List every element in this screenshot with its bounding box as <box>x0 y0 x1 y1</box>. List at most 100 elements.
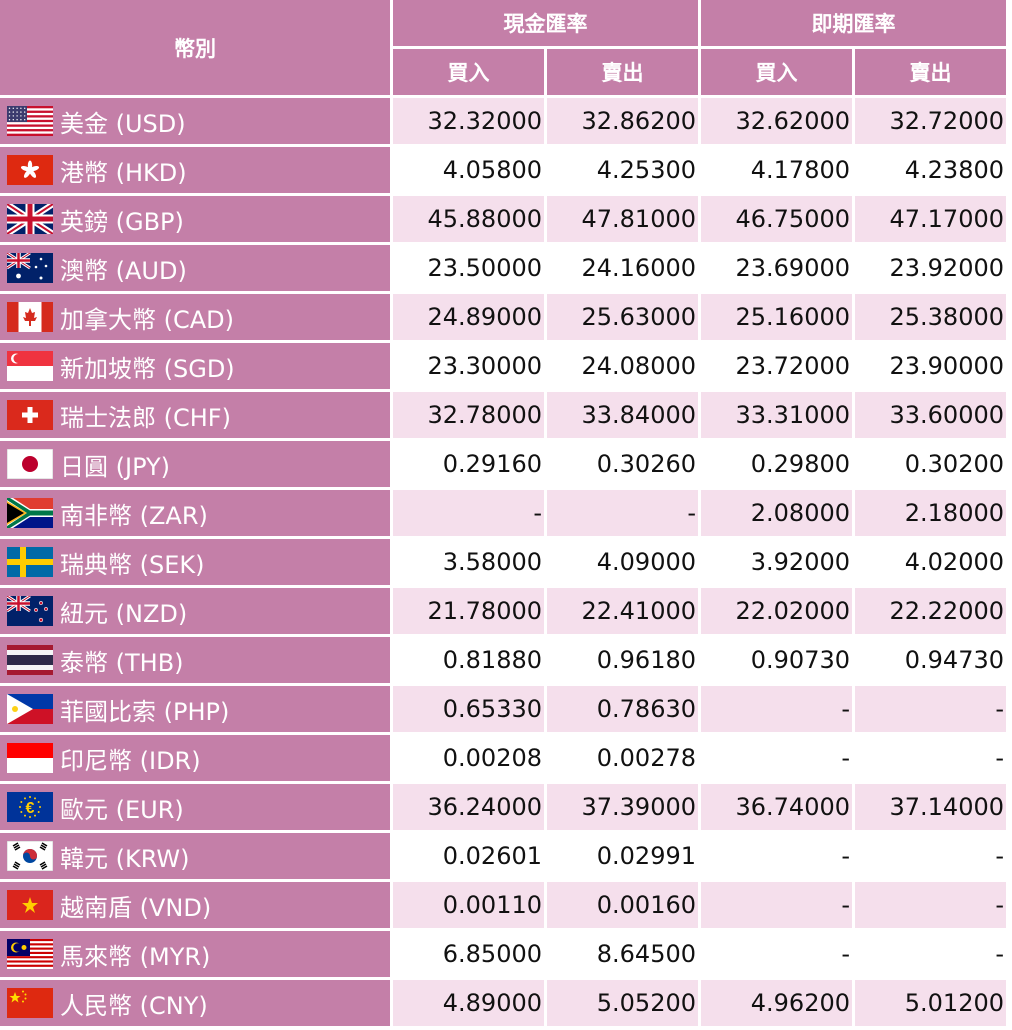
my-flag-icon <box>7 939 53 969</box>
gb-flag-icon <box>7 204 53 234</box>
cash-buy-cell: 23.50000 <box>393 245 544 291</box>
table-row: 新加坡幣 (SGD) 23.30000 24.08000 23.72000 23.900… <box>0 343 1006 389</box>
table-row: 英鎊 (GBP) 45.88000 47.81000 46.75000 47.17000 <box>0 196 1006 242</box>
spot-buy-cell: - <box>701 833 852 879</box>
cash-buy-header: 買入 <box>393 49 544 95</box>
currency-name: 泰幣 (THB) <box>60 648 184 677</box>
currency-name: 韓元 (KRW) <box>60 844 190 873</box>
currency-name: 澳幣 (AUD) <box>60 256 187 285</box>
currency-cell: 澳幣 (AUD) <box>0 245 390 291</box>
spot-rate-header: 即期匯率 <box>701 0 1006 46</box>
cash-buy-cell: 0.00110 <box>393 882 544 928</box>
currency-name: 港幣 (HKD) <box>60 158 187 187</box>
currency-cell: 加拿大幣 (CAD) <box>0 294 390 340</box>
spot-sell-cell: 0.30200 <box>855 441 1006 487</box>
currency-cell: 日圓 (JPY) <box>0 441 390 487</box>
ca-flag-icon <box>7 302 53 332</box>
cash-sell-cell: 47.81000 <box>547 196 698 242</box>
au-flag-icon <box>7 253 53 283</box>
table-row: 瑞士法郎 (CHF) 32.78000 33.84000 33.31000 33.600… <box>0 392 1006 438</box>
za-flag-icon <box>7 498 53 528</box>
cash-buy-cell: 23.30000 <box>393 343 544 389</box>
svg-text:€: € <box>26 800 35 817</box>
kr-flag-icon <box>7 841 53 871</box>
spot-buy-cell: - <box>701 735 852 781</box>
cash-sell-cell: 24.16000 <box>547 245 698 291</box>
currency-name: 人民幣 (CNY) <box>60 991 208 1020</box>
table-row: 越南盾 (VND) 0.00110 0.00160- - <box>0 882 1006 928</box>
cash-buy-cell: 36.24000 <box>393 784 544 830</box>
currency-column-header: 幣別 <box>0 0 390 95</box>
table-row: 紐元 (NZD) 21.78000 22.41000 22.02000 22.22000 <box>0 588 1006 634</box>
cash-sell-cell: 0.78630 <box>547 686 698 732</box>
spot-sell-cell: 47.17000 <box>855 196 1006 242</box>
spot-sell-cell: - <box>855 931 1006 977</box>
spot-sell-cell: 33.60000 <box>855 392 1006 438</box>
cash-sell-cell: 0.96180 <box>547 637 698 683</box>
cash-buy-cell: 6.85000 <box>393 931 544 977</box>
table-row: € 歐元 (EUR) 36.24000 37.39000 36.74000 37.1400… <box>0 784 1006 830</box>
spot-buy-cell: 0.90730 <box>701 637 852 683</box>
cash-sell-cell: 25.63000 <box>547 294 698 340</box>
currency-cell: 馬來幣 (MYR) <box>0 931 390 977</box>
cash-sell-cell: 33.84000 <box>547 392 698 438</box>
currency-name: 新加坡幣 (SGD) <box>60 354 235 383</box>
cash-buy-cell: 21.78000 <box>393 588 544 634</box>
us-flag-icon <box>7 106 53 136</box>
spot-buy-cell: - <box>701 931 852 977</box>
cash-sell-cell: 0.00278 <box>547 735 698 781</box>
spot-buy-cell: 2.08000 <box>701 490 852 536</box>
cash-buy-cell: - <box>393 490 544 536</box>
table-row: 瑞典幣 (SEK) 3.58000 4.09000 3.92000 4.02000 <box>0 539 1006 585</box>
vn-flag-icon <box>7 890 53 920</box>
spot-sell-cell: 22.22000 <box>855 588 1006 634</box>
spot-sell-cell: 4.02000 <box>855 539 1006 585</box>
table-row: 加拿大幣 (CAD) 24.89000 25.63000 25.16000 25.380… <box>0 294 1006 340</box>
table-row: 馬來幣 (MYR) 6.85000 8.64500- - <box>0 931 1006 977</box>
rate-rows: 美金 (USD) 32.32000 32.86200 32.62000 32.72000… <box>0 98 1006 1026</box>
spot-sell-cell: - <box>855 735 1006 781</box>
cash-buy-cell: 4.89000 <box>393 980 544 1026</box>
cn-flag-icon <box>7 988 53 1018</box>
currency-name: 馬來幣 (MYR) <box>60 942 211 971</box>
table-row: 韓元 (KRW) 0.02601 0.02991- - <box>0 833 1006 879</box>
ph-flag-icon <box>7 694 53 724</box>
currency-name: 日圓 (JPY) <box>60 452 171 481</box>
currency-name: 美金 (USD) <box>60 109 186 138</box>
cash-buy-cell: 0.29160 <box>393 441 544 487</box>
cash-sell-cell: 22.41000 <box>547 588 698 634</box>
spot-buy-cell: - <box>701 882 852 928</box>
spot-sell-cell: - <box>855 882 1006 928</box>
spot-buy-cell: 32.62000 <box>701 98 852 144</box>
table-row: 菲國比索 (PHP) 0.65330 0.78630- - <box>0 686 1006 732</box>
currency-name: 南非幣 (ZAR) <box>60 501 208 530</box>
jp-flag-icon <box>7 449 53 479</box>
cash-sell-header: 賣出 <box>547 49 698 95</box>
currency-name: 越南盾 (VND) <box>60 893 212 922</box>
currency-name: 歐元 (EUR) <box>60 795 184 824</box>
currency-cell: € 歐元 (EUR) <box>0 784 390 830</box>
spot-buy-cell: 25.16000 <box>701 294 852 340</box>
spot-sell-cell: 2.18000 <box>855 490 1006 536</box>
nz-flag-icon <box>7 596 53 626</box>
cash-sell-cell: 8.64500 <box>547 931 698 977</box>
table-row: 澳幣 (AUD) 23.50000 24.16000 23.69000 23.92000 <box>0 245 1006 291</box>
th-flag-icon <box>7 645 53 675</box>
spot-buy-cell: 22.02000 <box>701 588 852 634</box>
spot-sell-cell: 4.23800 <box>855 147 1006 193</box>
currency-cell: 越南盾 (VND) <box>0 882 390 928</box>
spot-buy-cell: 0.29800 <box>701 441 852 487</box>
table-row: 港幣 (HKD) 4.05800 4.25300 4.17800 4.23800 <box>0 147 1006 193</box>
spot-buy-cell: 4.96200 <box>701 980 852 1026</box>
table-row: 人民幣 (CNY) 4.89000 5.05200 4.96200 5.01200 <box>0 980 1006 1026</box>
cash-buy-cell: 0.65330 <box>393 686 544 732</box>
spot-sell-cell: 37.14000 <box>855 784 1006 830</box>
cash-sell-cell: 4.25300 <box>547 147 698 193</box>
se-flag-icon <box>7 547 53 577</box>
spot-sell-cell: 25.38000 <box>855 294 1006 340</box>
spot-sell-cell: 23.92000 <box>855 245 1006 291</box>
currency-cell: 英鎊 (GBP) <box>0 196 390 242</box>
currency-cell: 韓元 (KRW) <box>0 833 390 879</box>
spot-buy-header: 買入 <box>701 49 852 95</box>
table-row: 日圓 (JPY) 0.29160 0.30260 0.29800 0.30200 <box>0 441 1006 487</box>
